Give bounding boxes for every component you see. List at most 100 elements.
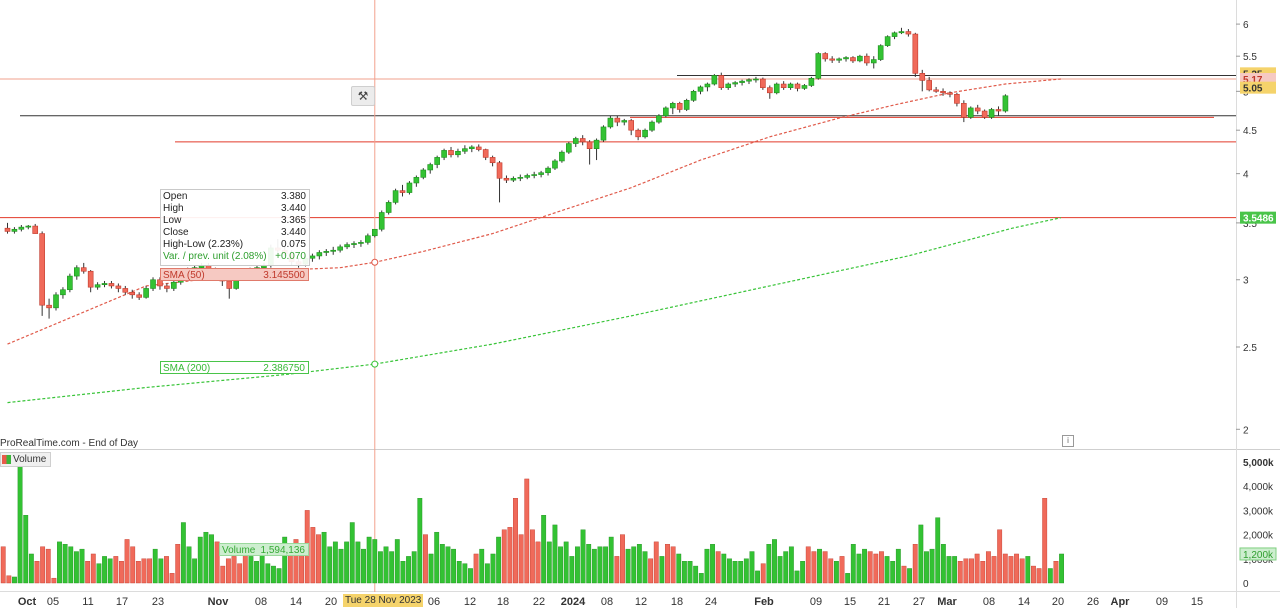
volume-bar xyxy=(1059,553,1064,584)
volume-bar xyxy=(997,529,1003,584)
volume-bar xyxy=(327,546,333,584)
time-tick-label: 05 xyxy=(47,596,59,608)
candle-body xyxy=(961,103,967,118)
candle-body xyxy=(74,267,80,277)
candle-body xyxy=(392,190,399,203)
candle-body xyxy=(87,270,94,288)
volume-bar xyxy=(338,548,344,584)
info-icon[interactable]: i xyxy=(1062,435,1074,447)
candle-body xyxy=(344,244,350,248)
candle-body xyxy=(926,80,932,91)
candle-body xyxy=(482,149,489,158)
candle-body xyxy=(739,80,745,83)
sma200-value: 2.386750 xyxy=(263,363,305,374)
volume-bar xyxy=(164,556,169,584)
volume-bar xyxy=(85,561,91,584)
candle-body xyxy=(864,55,870,64)
volume-bar xyxy=(569,556,575,584)
candle-body xyxy=(385,202,392,213)
volume-bar xyxy=(811,551,817,584)
time-tick-label: Apr xyxy=(1111,596,1131,608)
candle-body xyxy=(323,251,330,253)
volume-bar xyxy=(276,568,282,584)
volume-bar xyxy=(552,524,558,584)
volume-bar xyxy=(1053,561,1059,584)
volume-bar xyxy=(698,573,704,584)
candle-body xyxy=(954,94,960,104)
volume-bar xyxy=(974,553,980,584)
candle-body xyxy=(676,103,683,110)
candle-body xyxy=(11,228,18,232)
volume-bar xyxy=(597,546,603,584)
volume-color-swatch xyxy=(2,455,11,464)
volume-bar xyxy=(271,565,276,584)
candle-body xyxy=(753,78,759,81)
volume-bar xyxy=(462,563,468,584)
time-tick-label: 21 xyxy=(878,596,890,608)
candle-body xyxy=(524,175,531,178)
volume-bar xyxy=(608,536,614,584)
price-tick-label: 2 xyxy=(1243,425,1249,436)
sma50-line xyxy=(7,78,1061,345)
candle-body xyxy=(39,233,45,306)
candle-body xyxy=(101,283,108,285)
candle-body xyxy=(552,160,558,169)
volume-bar xyxy=(648,558,654,584)
volume-bar xyxy=(73,551,79,584)
volume-bar xyxy=(1047,568,1053,584)
volume-bar xyxy=(366,536,372,584)
sma50-value: 3.145500 xyxy=(263,270,305,281)
volume-bar xyxy=(23,515,29,584)
volume-bar xyxy=(473,553,479,584)
price-tick-label: 6 xyxy=(1243,20,1249,31)
volume-panel-header[interactable]: Volume xyxy=(0,452,52,467)
data-source-label: ProRealTime.com - End of Day xyxy=(0,438,139,449)
candle-body xyxy=(434,157,440,165)
volume-bar xyxy=(828,558,834,584)
ohlc-variation-row: Var. / prev. unit (2.08%) +0.070 xyxy=(161,251,309,263)
candle-body xyxy=(649,121,655,131)
ohlc-range-row: High-Low (2.23%) 0.075 xyxy=(161,239,309,251)
candle-body xyxy=(406,182,413,193)
crosshair-tool-icon[interactable]: ⚒ xyxy=(351,86,375,106)
volume-bar xyxy=(169,573,175,584)
candle-body xyxy=(787,83,794,88)
sma200-readout[interactable]: SMA (200) 2.386750 xyxy=(160,361,309,374)
price-tick-label: 3.5 xyxy=(1243,219,1257,230)
volume-panel-title: Volume xyxy=(13,454,47,465)
candle-body xyxy=(545,167,551,174)
volume-bar xyxy=(985,551,991,584)
sma50-cursor-marker xyxy=(371,258,379,266)
candle-body xyxy=(607,117,614,128)
volume-cursor-readout: Volume 1,594,136 xyxy=(219,543,309,556)
volume-bar xyxy=(890,561,896,584)
volume-bar xyxy=(924,551,929,584)
candle-body xyxy=(157,279,163,287)
candle-body xyxy=(420,169,427,178)
volume-bar xyxy=(158,558,164,584)
ohlc-close-value: 3.440 xyxy=(280,227,306,238)
volume-bar xyxy=(631,546,637,584)
candle-body xyxy=(940,91,946,94)
time-tick-label: 14 xyxy=(1018,596,1030,608)
price-tick-label: 2.5 xyxy=(1243,343,1257,354)
ohlc-close-label: Close xyxy=(163,227,189,238)
candle-body xyxy=(933,89,939,92)
candle-body xyxy=(510,177,517,181)
candle-body xyxy=(870,59,877,64)
volume-bar xyxy=(423,534,428,584)
volume-bar xyxy=(192,558,198,584)
volume-bar xyxy=(484,563,490,584)
sma50-readout[interactable]: SMA (50) 3.145500 xyxy=(160,268,309,281)
volume-bar xyxy=(1025,556,1031,584)
volume-bar xyxy=(62,544,68,584)
candle-body xyxy=(635,129,641,138)
candle-body xyxy=(351,243,357,245)
candle-body xyxy=(725,83,732,88)
volume-bar xyxy=(963,558,969,584)
volume-bar xyxy=(45,548,51,584)
volume-bar xyxy=(0,546,6,584)
candle-body xyxy=(67,275,73,291)
